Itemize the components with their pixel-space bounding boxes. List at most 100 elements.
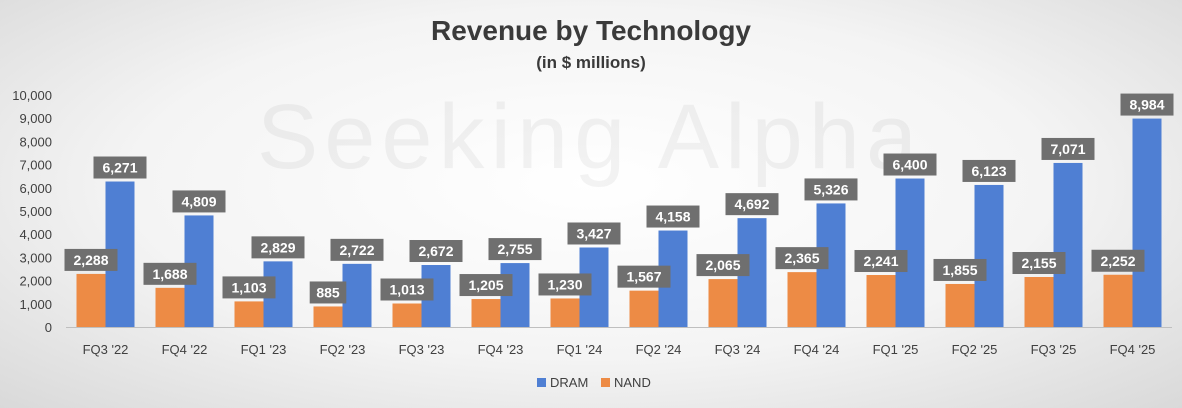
x-tick-label: FQ4 '23 (478, 342, 524, 357)
bar-nand (76, 273, 106, 327)
x-tick-label: FQ1 '24 (557, 342, 603, 357)
data-label-dram: 2,722 (339, 242, 374, 258)
chart-title: Revenue by Technology (431, 15, 751, 46)
data-label-box (883, 153, 937, 176)
data-label-nand: 1,230 (547, 276, 582, 292)
data-label-nand: 2,155 (1021, 255, 1056, 271)
legend-label-nand: NAND (614, 375, 651, 390)
x-tick-label: FQ2 '24 (636, 342, 682, 357)
bar-nand (392, 303, 422, 327)
legend-swatch-dram (537, 378, 546, 387)
bar-nand (1103, 274, 1133, 327)
data-label-dram: 6,400 (892, 157, 927, 173)
legend-label-dram: DRAM (550, 375, 588, 390)
data-label-nand: 2,241 (863, 253, 898, 269)
data-label-box (409, 240, 463, 263)
y-tick-label: 9,000 (19, 111, 52, 126)
legend-swatch-nand (601, 378, 610, 387)
x-tick-label: FQ4 '22 (162, 342, 208, 357)
data-label-dram: 4,692 (734, 196, 769, 212)
data-label-dram: 2,829 (260, 239, 295, 255)
bar-nand (708, 279, 738, 327)
data-label-dram: 4,809 (181, 193, 216, 209)
data-label-nand: 2,365 (784, 250, 819, 266)
data-label-box (172, 190, 226, 213)
data-label-dram: 6,271 (102, 160, 137, 176)
y-tick-label: 10,000 (12, 88, 52, 103)
data-label-box (538, 273, 592, 296)
data-labels: 2,288 6,271 1,688 4,809 1,103 2,829 885 2,722 1,… (64, 93, 1174, 304)
data-label-nand: 2,252 (1100, 253, 1135, 269)
data-label-dram: 3,427 (576, 225, 611, 241)
data-label-nand: 2,288 (73, 252, 108, 268)
data-label-dram: 4,158 (655, 209, 690, 225)
data-label-dram: 7,071 (1050, 141, 1085, 157)
data-label-dram: 8,984 (1129, 97, 1164, 113)
data-label-box (617, 265, 671, 288)
y-axis: 0 1,000 2,000 3,000 4,000 5,000 6,000 7,000 8,00… (12, 88, 52, 335)
y-tick-label: 8,000 (19, 134, 52, 149)
bar-dram (1053, 162, 1083, 327)
data-label-box (309, 281, 347, 304)
x-tick-label: FQ3 '24 (715, 342, 761, 357)
bar-nand (629, 290, 659, 327)
data-label-box (775, 247, 829, 270)
y-tick-label: 1,000 (19, 297, 52, 312)
data-label-nand: 1,855 (942, 262, 977, 278)
y-tick-label: 5,000 (19, 204, 52, 219)
y-tick-label: 3,000 (19, 250, 52, 265)
data-label-nand: 885 (316, 284, 340, 300)
x-tick-label: FQ2 '25 (952, 342, 998, 357)
data-label-box (64, 248, 118, 271)
data-label-box (646, 205, 700, 228)
data-label-dram: 6,123 (971, 163, 1006, 179)
data-label-box (804, 178, 858, 201)
data-label-nand: 1,103 (231, 279, 266, 295)
data-label-box (488, 238, 542, 261)
bar-nand (234, 301, 264, 327)
bar-dram (974, 184, 1004, 327)
data-label-box (459, 274, 513, 297)
data-label-box (380, 278, 434, 301)
bar-nand (1024, 277, 1054, 327)
x-tick-label: FQ3 '25 (1031, 342, 1077, 357)
data-label-box (854, 250, 908, 273)
data-label-box (251, 236, 305, 259)
data-label-box (1091, 249, 1145, 272)
data-label-nand: 1,688 (152, 266, 187, 282)
data-label-dram: 2,755 (497, 241, 532, 257)
bar-dram (1132, 118, 1162, 327)
data-label-box (1041, 137, 1095, 160)
data-label-nand: 2,065 (705, 257, 740, 273)
bar-nand (866, 275, 896, 327)
x-tick-label: FQ1 '23 (241, 342, 287, 357)
x-tick-label: FQ4 '25 (1110, 342, 1156, 357)
chart-subtitle: (in $ millions) (536, 53, 646, 72)
data-label-box (222, 276, 276, 299)
data-label-dram: 5,326 (813, 181, 848, 197)
data-label-box (567, 222, 621, 245)
y-tick-label: 4,000 (19, 227, 52, 242)
data-label-box (1012, 252, 1066, 275)
y-tick-label: 2,000 (19, 274, 52, 289)
data-label-box (696, 254, 750, 277)
y-tick-label: 7,000 (19, 158, 52, 173)
data-label-box (962, 159, 1016, 182)
data-label-nand: 1,013 (389, 281, 424, 297)
x-tick-label: FQ4 '24 (794, 342, 840, 357)
watermark: Seeking Alpha (257, 86, 923, 188)
x-tick-label: FQ3 '23 (399, 342, 445, 357)
data-label-nand: 1,205 (468, 277, 503, 293)
data-label-nand: 1,567 (626, 269, 661, 285)
y-tick-label: 0 (45, 320, 52, 335)
x-tick-label: FQ2 '23 (320, 342, 366, 357)
x-tick-label: FQ3 '22 (83, 342, 129, 357)
data-label-dram: 2,672 (418, 243, 453, 259)
data-label-box (1120, 93, 1174, 116)
data-label-box (725, 193, 779, 216)
bar-dram (342, 263, 372, 327)
bar-nand (550, 298, 580, 327)
x-axis-ticks: FQ3 '22 FQ4 '22 FQ1 '23 FQ2 '23 FQ3 '23 FQ4 '… (83, 342, 1156, 357)
bar-nand (313, 306, 343, 327)
